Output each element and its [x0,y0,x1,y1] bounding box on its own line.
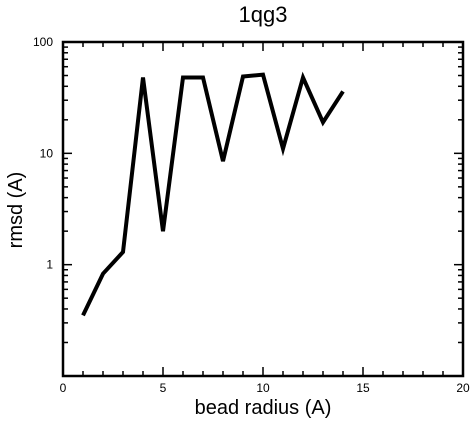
x-tick-label: 20 [456,381,470,395]
axis-ticks [62,41,464,376]
x-tick-label: 0 [60,381,67,395]
chart-title: 1qg3 [239,2,288,27]
y-tick-label: 100 [33,35,53,49]
series-line [81,71,345,317]
x-tick-label: 10 [256,381,270,395]
x-tick-label: 15 [356,381,370,395]
y-tick-label: 1 [46,258,53,272]
x-axis-label: bead radius (A) [195,397,332,419]
x-tick-label: 5 [160,381,167,395]
plot-frame [61,40,465,378]
tick-labels: 0 5 10 15 20 1 10 100 [33,35,470,395]
y-axis-label: rmsd (A) [5,172,27,249]
series-layer [81,71,345,317]
y-tick-label: 10 [40,146,54,160]
